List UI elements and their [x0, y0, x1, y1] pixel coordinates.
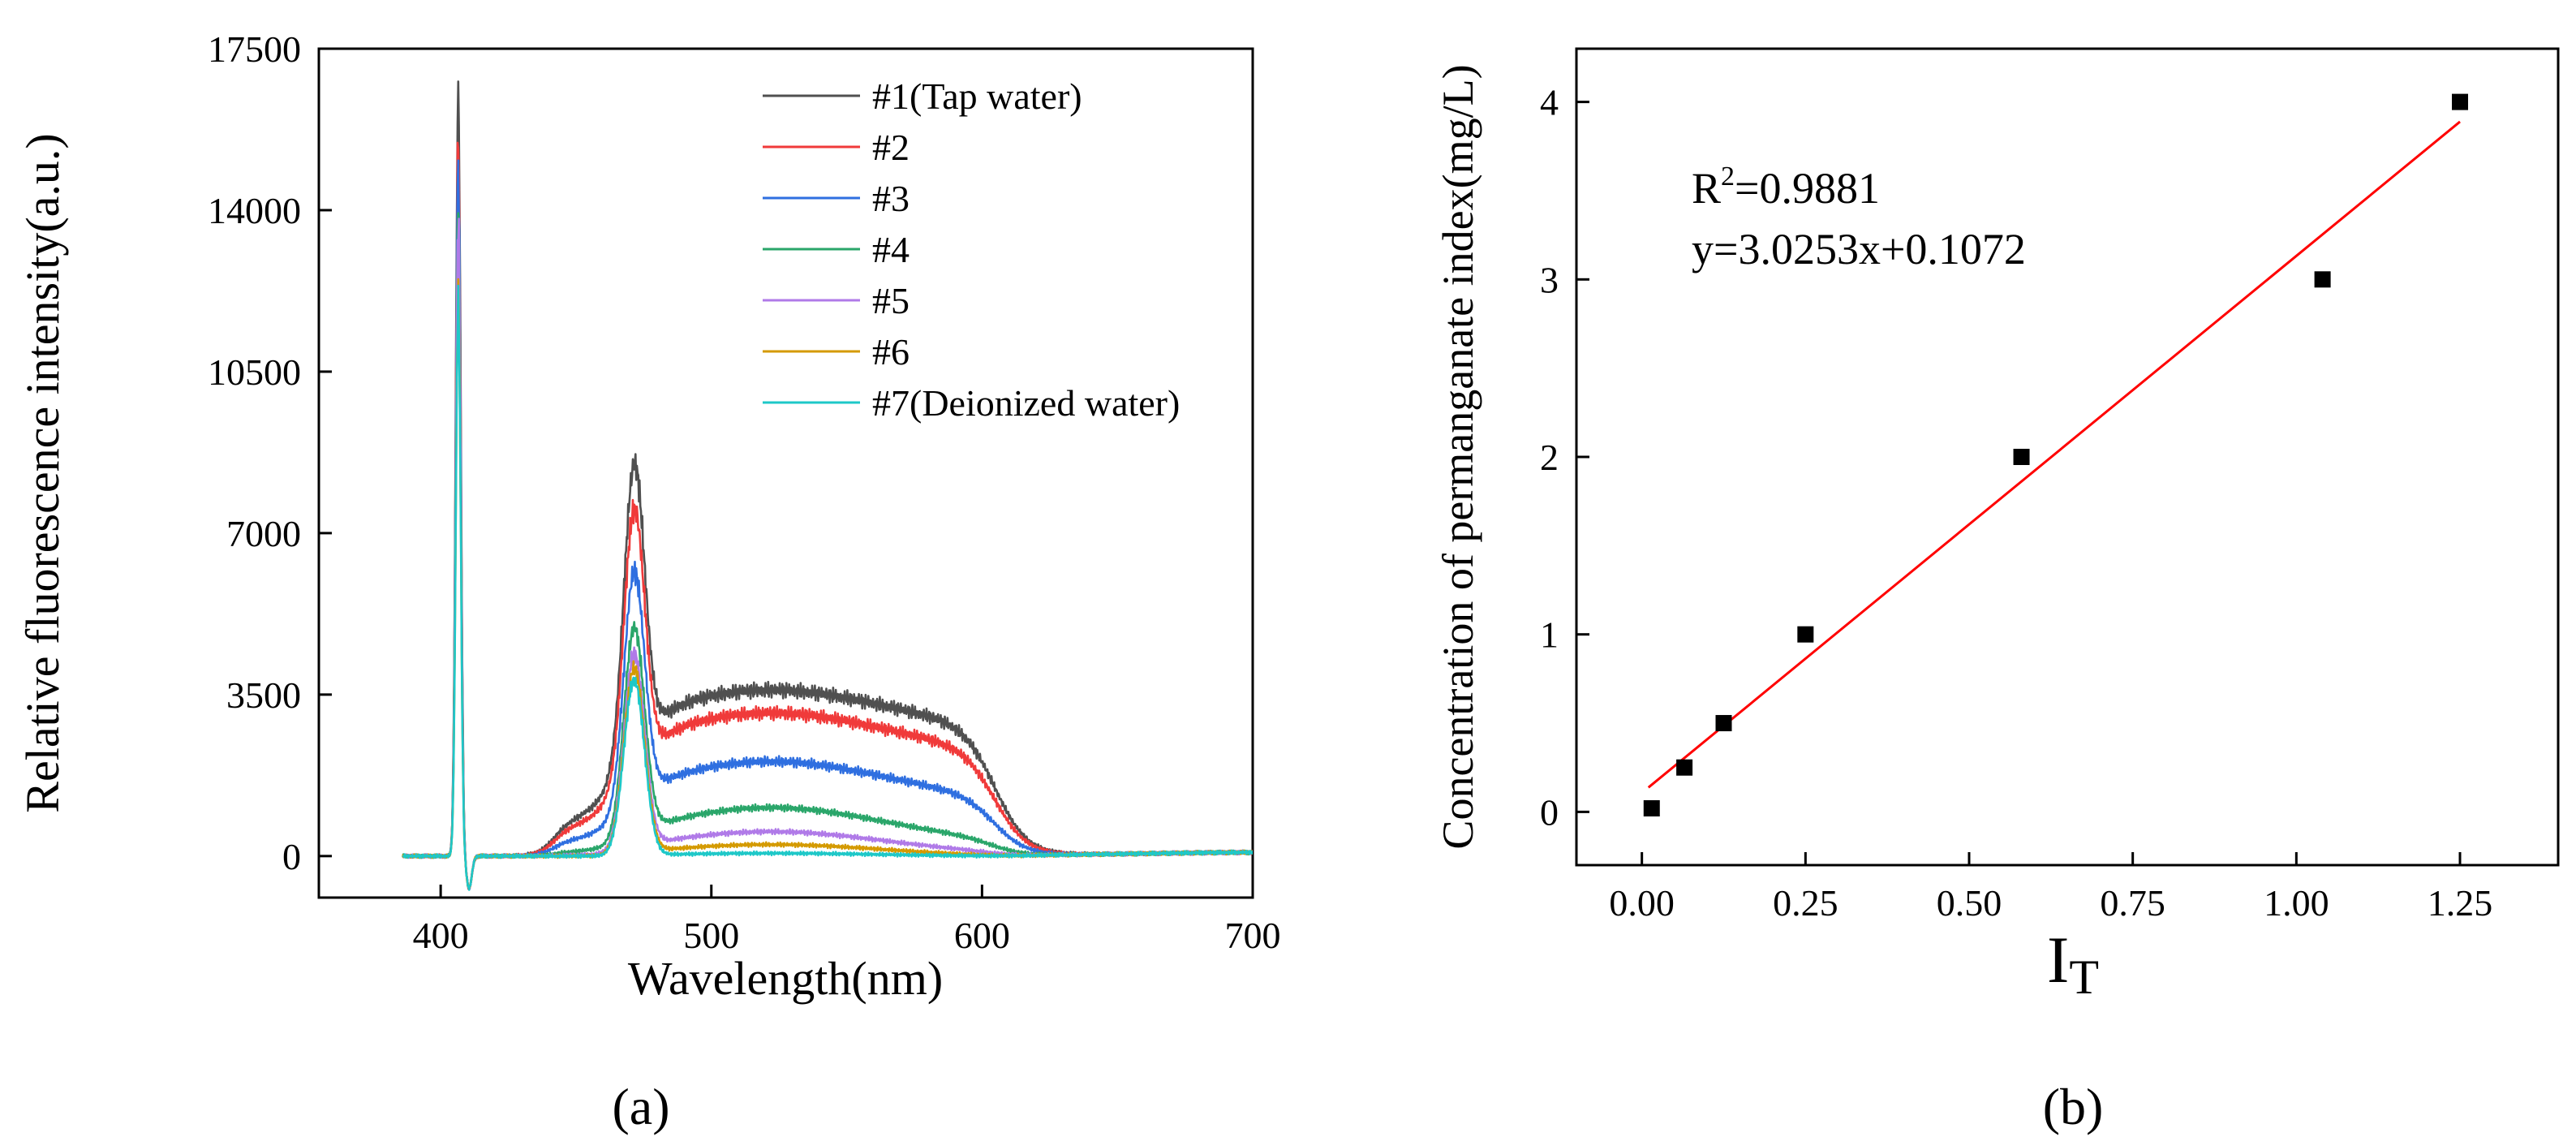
data-point — [1643, 800, 1660, 817]
panel-b-r2-superscript: 2 — [1721, 162, 1735, 192]
panel-b-label: (b) — [2043, 1078, 2104, 1135]
x-tick-label: 0.25 — [1773, 882, 1838, 924]
x-tick-label: 600 — [954, 915, 1010, 956]
x-tick-label: 500 — [683, 915, 739, 956]
series-line-1 — [402, 80, 1253, 891]
series-line-5 — [402, 217, 1253, 890]
panel-b: 0 1 2 3 4 0.00 0.25 0.50 0.75 1.00 1.25 Concentra… — [1434, 47, 2560, 1135]
series-line-2 — [402, 141, 1253, 890]
data-point — [1797, 626, 1814, 643]
panel-b-r2-value: =0.9881 — [1735, 164, 1880, 213]
y-tick-label: 3500 — [226, 674, 301, 716]
series-line-7 — [402, 284, 1253, 891]
x-tick-label: 1.00 — [2264, 882, 2329, 924]
panel-a: 0 3500 7000 10500 14000 17500 400 500 600 700 Re… — [16, 28, 1281, 1135]
panel-b-fit — [1647, 120, 2461, 789]
y-tick-label: 2 — [1540, 437, 1559, 478]
y-tick-label: 3 — [1540, 259, 1559, 300]
panel-a-series-lines — [402, 80, 1253, 891]
data-point — [1715, 715, 1732, 732]
legend-label-4: #4 — [872, 229, 910, 270]
y-tick-label: 14000 — [208, 190, 301, 231]
panel-b-x-axis-label-sub: T — [2069, 950, 2099, 1004]
x-tick-label: 0.00 — [1609, 882, 1675, 924]
panel-a-y-axis-label: Relative fluorescence intensity(a.u.) — [16, 133, 69, 812]
panel-a-y-ticks: 0 3500 7000 10500 14000 17500 — [208, 28, 332, 877]
x-tick-label: 400 — [413, 915, 469, 956]
series-line-4 — [402, 212, 1253, 890]
y-tick-label: 7000 — [226, 513, 301, 554]
legend-label-7: #7(Deionized water) — [872, 382, 1180, 424]
legend-label-5: #5 — [872, 280, 910, 321]
series-line-3 — [402, 159, 1253, 889]
y-tick-label: 17500 — [208, 28, 301, 70]
y-tick-label: 10500 — [208, 351, 301, 393]
panel-a-label: (a) — [612, 1078, 669, 1135]
fit-line — [1647, 120, 2461, 789]
panel-b-y-ticks: 0 1 2 3 4 — [1540, 82, 1589, 833]
panel-b-equation-annotation: y=3.0253x+0.1072 — [1692, 225, 2026, 273]
panel-b-x-axis-label-main: I — [2047, 923, 2069, 997]
y-tick-label: 1 — [1540, 614, 1559, 656]
y-tick-label: 4 — [1540, 82, 1559, 123]
panel-a-frame — [317, 47, 1254, 899]
x-tick-label: 0.50 — [1937, 882, 2002, 924]
panel-a-x-axis-label: Wavelength(nm) — [628, 952, 943, 1005]
panel-a-x-ticks: 400 500 600 700 — [413, 885, 1281, 956]
data-point — [2314, 271, 2331, 288]
y-tick-label: 0 — [282, 836, 301, 877]
legend-label-1: #1(Tap water) — [872, 75, 1082, 117]
legend-label-6: #6 — [872, 331, 910, 373]
x-tick-label: 1.25 — [2428, 882, 2493, 924]
series-line-6 — [402, 278, 1253, 890]
legend-label-3: #3 — [872, 178, 910, 219]
panel-b-r2-annotation: R2=0.9881 — [1692, 162, 1880, 213]
panel-b-x-ticks: 0.00 0.25 0.50 0.75 1.00 1.25 — [1609, 852, 2492, 924]
data-point — [2452, 93, 2468, 110]
data-point — [2013, 449, 2030, 465]
panel-b-y-axis-label: Concentration of permanganate index(mg/L… — [1434, 64, 1482, 849]
legend-label-2: #2 — [872, 127, 910, 168]
x-tick-label: 700 — [1225, 915, 1281, 956]
panel-b-points — [1643, 93, 2468, 817]
panel-b-r2-prefix: R — [1692, 164, 1721, 213]
y-tick-label: 0 — [1540, 791, 1559, 833]
x-tick-label: 0.75 — [2100, 882, 2165, 924]
panel-b-x-axis-label: IT — [2047, 923, 2099, 1004]
data-point — [1676, 759, 1693, 776]
panel-a-legend: #1(Tap water) #2 #3 #4 #5 #6 #7(Deionized wate… — [763, 75, 1180, 424]
